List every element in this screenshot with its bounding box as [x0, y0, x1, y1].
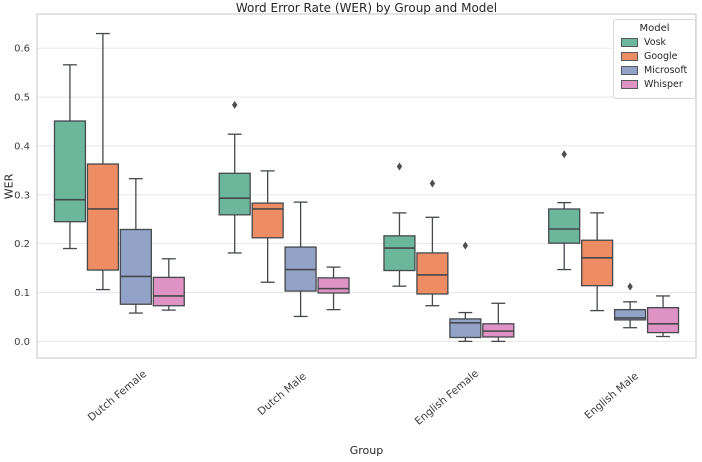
y-tick-label: 0.6 [14, 44, 30, 55]
box-whisper-dutch-male [317, 266, 350, 311]
outlier-marker [429, 179, 436, 188]
legend: Model Vosk Google Microsoft Whisper [613, 19, 696, 99]
outlier-marker [462, 241, 469, 250]
box-microsoft-english-female [449, 241, 482, 343]
box-vosk-dutch-male [218, 100, 251, 254]
box-microsoft-english-male [613, 282, 647, 329]
x-axis-label: Group [349, 444, 384, 457]
chart-title: Word Error Rate (WER) by Group and Model [235, 1, 498, 15]
legend-item-vosk: Vosk [621, 37, 690, 48]
box-microsoft-dutch-male [284, 201, 317, 318]
box-microsoft-dutch-female [119, 178, 152, 314]
y-axis-label: WER [2, 173, 16, 200]
x-tick-label-dutch-female: Dutch Female [86, 368, 149, 424]
legend-item-microsoft: Microsoft [621, 65, 690, 76]
legend-item-google: Google [621, 51, 690, 62]
y-tick-label: 0.3 [14, 190, 30, 201]
y-tick-label: 0.2 [14, 239, 30, 250]
x-tick-label-english-male: English Male [583, 370, 641, 422]
y-tick-label: 0.5 [14, 93, 30, 104]
box-google-dutch-male [251, 170, 284, 283]
microsoft-color-swatch [621, 66, 638, 75]
legend-label: Vosk [644, 37, 667, 48]
whisper-color-swatch [621, 80, 638, 89]
outlier-marker [396, 162, 403, 171]
legend-title: Model [639, 23, 670, 34]
legend-label: Microsoft [644, 65, 688, 76]
box-google-english-female [416, 179, 449, 307]
legend-label: Google [644, 51, 678, 62]
box-vosk-dutch-female [53, 64, 87, 250]
y-tick-label: 0.0 [14, 337, 30, 348]
x-tick-label-dutch-male: Dutch Male [256, 370, 309, 417]
vosk-color-swatch [621, 38, 638, 47]
box-vosk-english-female [383, 162, 416, 287]
box-whisper-english-male [646, 295, 680, 338]
y-tick-label: 0.1 [14, 288, 30, 299]
box-whisper-english-female [482, 302, 515, 343]
box-google-dutch-female [86, 32, 120, 291]
google-color-swatch [621, 52, 638, 61]
x-tick-label-english-female: English Female [413, 368, 481, 428]
outlier-marker [627, 282, 633, 291]
legend-item-whisper: Whisper [621, 79, 690, 90]
legend-label: Whisper [644, 79, 683, 90]
box-google-english-male [581, 212, 614, 312]
outlier-marker [561, 150, 567, 159]
box-whisper-dutch-female [152, 258, 185, 311]
y-tick-label: 0.4 [14, 141, 30, 152]
box-vosk-english-male [548, 150, 581, 271]
outlier-marker [232, 100, 238, 109]
